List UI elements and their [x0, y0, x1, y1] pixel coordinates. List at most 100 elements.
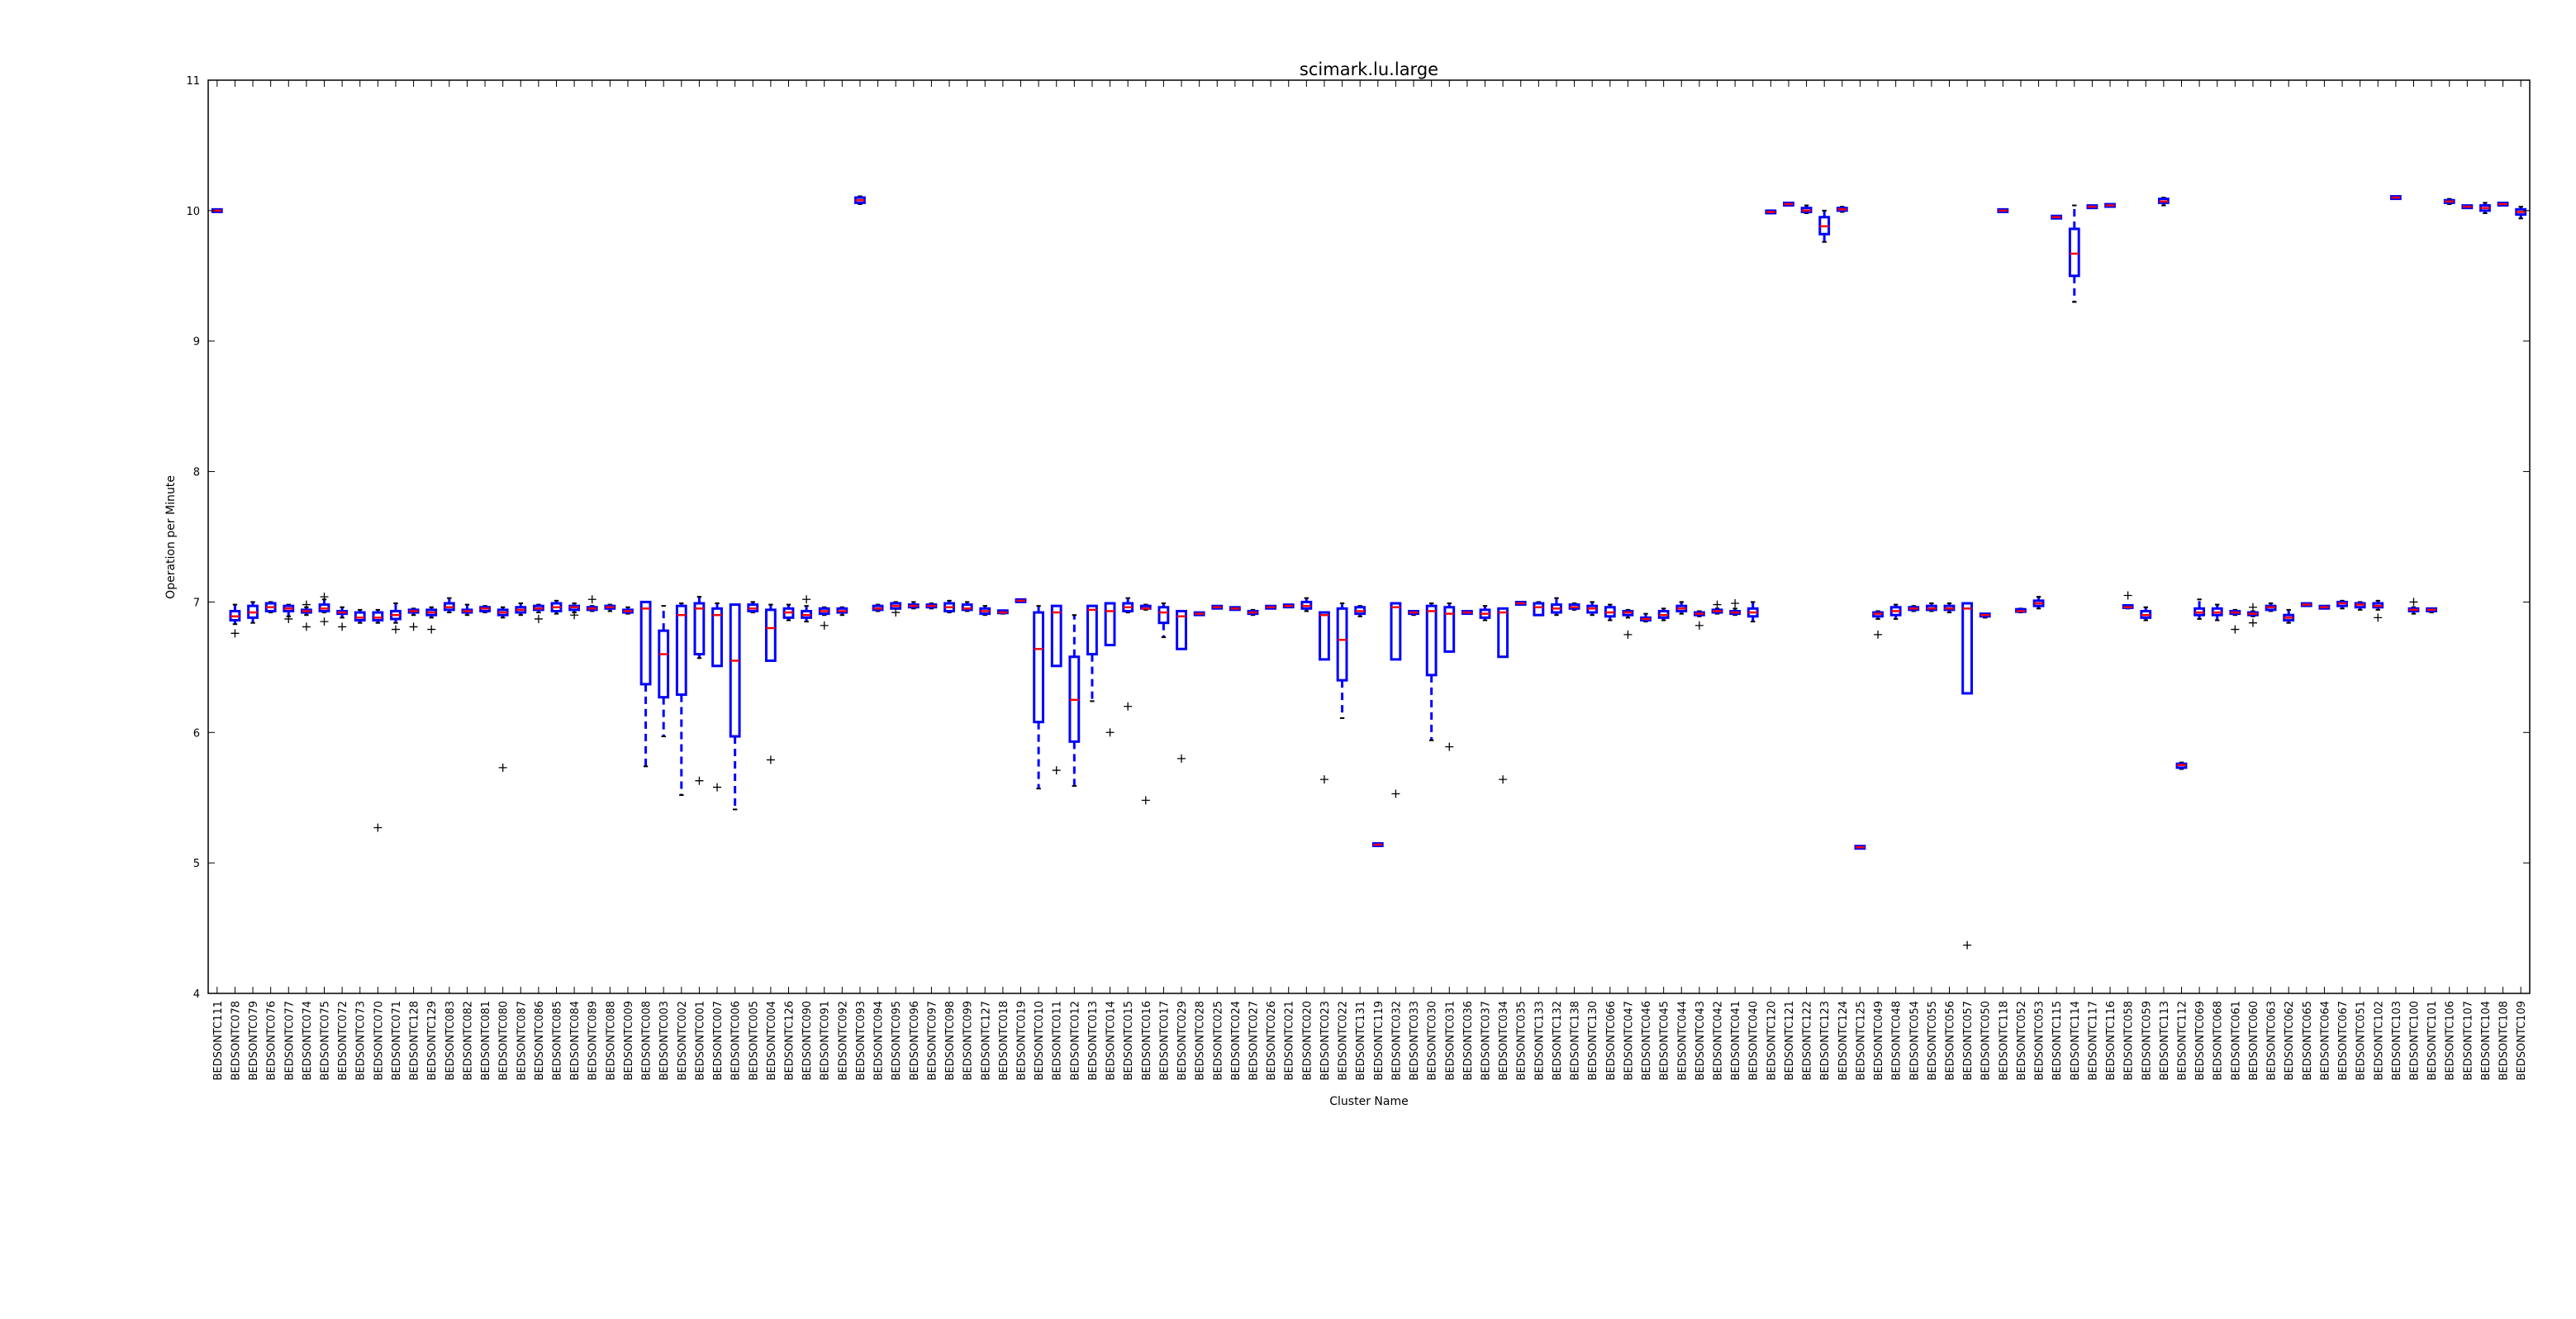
flier-point: [1713, 600, 1722, 609]
box-group: [1514, 601, 1527, 607]
x-tick-label: BEDSONTC096: [909, 1001, 921, 1080]
box: [1157, 606, 1170, 625]
x-tick-label: BEDSONTC107: [2462, 1001, 2474, 1080]
flier-point: [427, 625, 436, 634]
x-tick-label: BEDSONTC116: [2105, 1001, 2117, 1080]
x-tick-label: BEDSONTC052: [2016, 1001, 2028, 1080]
x-tick-label: BEDSONTC022: [1338, 1001, 1350, 1080]
x-tick-label: BEDSONTC020: [1301, 1001, 1314, 1080]
x-tick-label: BEDSONTC093: [855, 1001, 867, 1080]
x-tick-label: BEDSONTC037: [1480, 1001, 1493, 1080]
flier-point: [320, 593, 329, 602]
x-tick-label: BEDSONTC032: [1390, 1001, 1403, 1080]
box: [675, 604, 687, 697]
x-tick-label: BEDSONTC090: [801, 1001, 814, 1080]
x-tick-label: BEDSONTC014: [1105, 1001, 1118, 1080]
box: [1104, 602, 1116, 647]
box-group: [1050, 604, 1062, 775]
box-group: [336, 606, 349, 631]
box-group: [1675, 601, 1688, 615]
x-tick-label: BEDSONTC077: [283, 1001, 296, 1080]
x-tick-label: BEDSONTC106: [2445, 1001, 2457, 1080]
box-group: [2426, 607, 2438, 614]
x-tick-label: BEDSONTC092: [837, 1001, 849, 1080]
x-tick-label: BEDSONTC133: [1533, 1001, 1546, 1080]
plot-frame: [207, 79, 2531, 994]
box-group: [801, 595, 813, 623]
flier-point: [1731, 599, 1740, 608]
x-tick-label: BEDSONTC075: [320, 1001, 332, 1080]
x-tick-label: BEDSONTC015: [1123, 1001, 1135, 1080]
x-tick-label: BEDSONTC067: [2337, 1001, 2350, 1080]
flier-point: [2123, 591, 2132, 600]
x-tick-label: BEDSONTC121: [1784, 1001, 1796, 1080]
x-tick-label: BEDSONTC061: [2230, 1001, 2242, 1080]
box-group: [2157, 197, 2170, 207]
box-group: [1229, 606, 1241, 612]
box-group: [1139, 603, 1152, 805]
box-group: [1765, 209, 1777, 215]
x-tick-label: BEDSONTC023: [1319, 1001, 1332, 1080]
x-tick-label: BEDSONTC053: [2034, 1001, 2046, 1080]
box-group: [2300, 602, 2312, 607]
x-tick-label: BEDSONTC127: [980, 1001, 992, 1080]
x-tick-label: BEDSONTC042: [1713, 1001, 1725, 1080]
y-tick-label: 7: [193, 597, 200, 609]
box-group: [996, 609, 1009, 615]
box-group: [2461, 204, 2474, 210]
x-tick-label: BEDSONTC123: [1819, 1001, 1832, 1080]
flier-point: [284, 614, 293, 623]
box-group: [854, 195, 866, 205]
x-tick-label: BEDSONTC129: [426, 1001, 439, 1080]
x-tick-label: BEDSONTC009: [623, 1001, 635, 1080]
box-group: [461, 603, 473, 617]
y-tick-label: 4: [193, 988, 200, 1001]
box-group: [1015, 598, 1027, 603]
box-group: [2229, 608, 2241, 634]
flier-point: [373, 823, 383, 832]
box: [1336, 607, 1348, 682]
flier-point: [1623, 630, 1633, 639]
flier-point: [1177, 754, 1186, 763]
box-group: [1551, 597, 1562, 617]
box-group: [1319, 611, 1330, 784]
box-group: [872, 603, 884, 612]
x-tick-label: BEDSONTC083: [444, 1001, 457, 1080]
box: [1443, 606, 1456, 653]
flier-point: [1141, 796, 1150, 805]
x-tick-label: BEDSONTC125: [1855, 1001, 1867, 1080]
box-group: [818, 606, 830, 630]
x-tick-label: BEDSONTC054: [1908, 1001, 1921, 1080]
x-tick-label: BEDSONTC086: [534, 1001, 546, 1080]
x-tick-label: BEDSONTC128: [409, 1001, 421, 1080]
box-group: [604, 603, 616, 612]
x-tick-label: BEDSONTC088: [605, 1001, 617, 1080]
box-group: [1800, 204, 1813, 215]
x-tick-label: BEDSONTC103: [2391, 1001, 2403, 1080]
x-tick-label: BEDSONTC062: [2284, 1001, 2296, 1080]
flier-point: [587, 595, 596, 604]
x-tick-label: BEDSONTC008: [641, 1001, 654, 1080]
box-group: [1282, 603, 1295, 609]
x-tick-label: BEDSONTC119: [1373, 1001, 1385, 1080]
x-tick-label: BEDSONTC036: [1462, 1001, 1475, 1080]
box-group: [1176, 609, 1187, 763]
box-group: [497, 606, 509, 772]
x-tick-label: BEDSONTC064: [2319, 1001, 2331, 1080]
box-group: [1622, 608, 1634, 639]
box-group: [586, 595, 598, 612]
x-tick-label: BEDSONTC117: [2087, 1001, 2099, 1080]
x-tick-label: BEDSONTC065: [2302, 1001, 2314, 1080]
box-group: [961, 601, 973, 612]
box-group: [1122, 597, 1134, 711]
x-tick-label: BEDSONTC063: [2266, 1001, 2279, 1080]
box-group: [1086, 604, 1098, 702]
x-tick-label: BEDSONTC047: [1623, 1001, 1635, 1080]
x-tick-label: BEDSONTC046: [1641, 1001, 1653, 1080]
box-group: [890, 601, 902, 617]
box-group: [1497, 607, 1509, 784]
flier-point: [231, 629, 240, 638]
x-tick-label: BEDSONTC049: [1873, 1001, 1885, 1080]
x-tick-label: BEDSONTC027: [1248, 1001, 1261, 1080]
box-group: [1408, 609, 1419, 617]
